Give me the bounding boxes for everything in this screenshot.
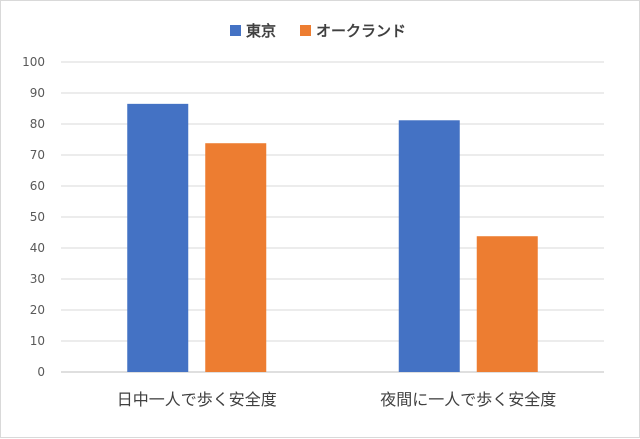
x-axis-category-labels: 日中一人で歩く安全度 夜間に一人で歩く安全度 <box>117 390 557 409</box>
y-tick-label: 60 <box>30 179 45 193</box>
legend-swatch <box>300 25 311 36</box>
y-tick-label: 30 <box>30 272 45 286</box>
x-category-label: 日中一人で歩く安全度 <box>117 390 277 409</box>
bar <box>205 143 267 372</box>
y-axis-tick-labels: 0 10 20 30 40 50 60 70 80 90 100 <box>22 55 45 379</box>
y-tick-label: 10 <box>30 334 45 348</box>
bar <box>476 236 538 372</box>
y-tick-label: 20 <box>30 303 45 317</box>
y-tick-label: 80 <box>30 117 45 131</box>
legend-swatch <box>230 25 241 36</box>
y-tick-label: 50 <box>30 210 45 224</box>
bars <box>127 103 538 372</box>
y-tick-label: 0 <box>37 365 45 379</box>
legend: 東京 オークランド <box>230 22 406 40</box>
y-tick-label: 100 <box>22 55 45 69</box>
y-tick-label: 90 <box>30 86 45 100</box>
bar <box>398 120 460 372</box>
bar <box>127 103 189 372</box>
y-tick-label: 40 <box>30 241 45 255</box>
legend-label: 東京 <box>246 22 276 40</box>
x-category-label: 夜間に一人で歩く安全度 <box>380 390 556 409</box>
legend-label: オークランド <box>316 22 406 40</box>
y-tick-label: 70 <box>30 148 45 162</box>
